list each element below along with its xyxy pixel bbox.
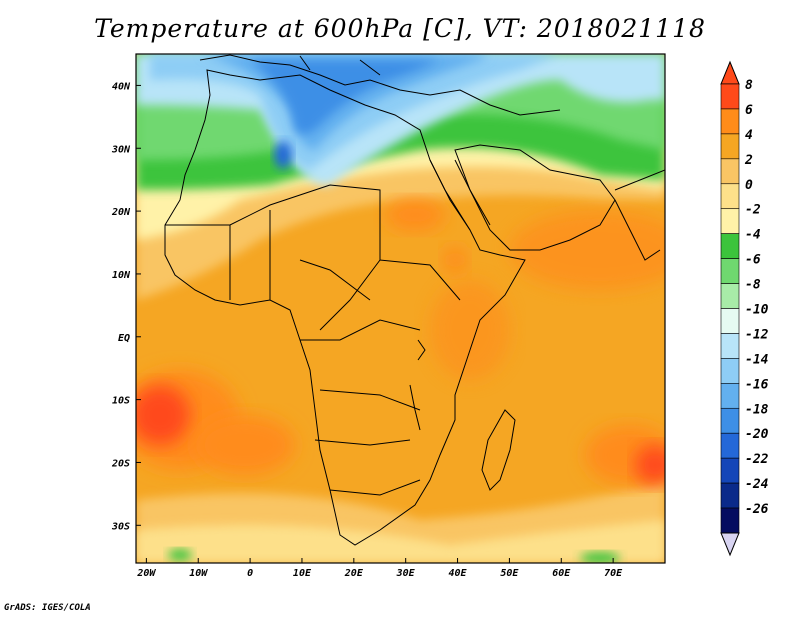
colorbar-segment (720, 158, 740, 185)
colorbar-segment (720, 283, 740, 309)
lon-tick-label: 20W (136, 568, 156, 579)
lon-tick-label: 30E (396, 568, 416, 579)
temperature-field (136, 54, 665, 563)
colorbar-segment (720, 183, 740, 210)
grads-credit: GrADS: IGES/COLA (4, 603, 91, 613)
colorbar-segment (720, 108, 740, 135)
colorbar-segment (720, 358, 740, 384)
colorbar-segment (720, 407, 740, 434)
lakes (409, 339, 426, 431)
colorbar-label: -2 (745, 203, 761, 218)
colorbar-label: -16 (745, 377, 769, 392)
colorbar-segment (720, 233, 740, 259)
colorbar-label: 0 (745, 178, 753, 193)
colorbar-segment (720, 133, 740, 160)
plot-frame (135, 53, 666, 564)
africa-coastline (164, 69, 526, 546)
colorbar-label: 6 (745, 103, 753, 118)
colorbar-segment (720, 383, 740, 409)
longitude-axis: 20W 10W 0 10E 20E 30E 40E 50E 60E 70E (136, 558, 623, 579)
lon-tick-label: 20E (344, 568, 364, 579)
colorbar-label: 8 (745, 78, 753, 93)
colorbar-label: -18 (745, 402, 769, 417)
lat-tick-label: 20N (111, 207, 131, 218)
colorbar-segment (720, 83, 740, 110)
lat-tick-label: 30N (111, 144, 131, 155)
colorbar-label: -14 (745, 352, 769, 367)
lon-tick-label: 60E (552, 568, 571, 579)
lat-tick-label: 30S (111, 521, 130, 532)
colorbar-bottom-arrow (720, 532, 740, 557)
colorbar-label: -20 (745, 427, 769, 442)
colorbar-label: -4 (745, 228, 761, 243)
colorbar-label: -24 (745, 477, 769, 492)
country-borders (165, 184, 461, 496)
colorbar-segment (720, 333, 740, 359)
lon-tick-label: 70E (604, 568, 623, 579)
arabia-coastline (454, 144, 616, 251)
colorbar: 8 6 4 2 0 -2 -4 -6 -8 -10 -12 -14 -16 -18 -20 -22 -24 -26 (720, 60, 769, 557)
lat-tick-label: 10S (112, 396, 130, 407)
lon-tick-label: 0 (247, 568, 253, 579)
lat-tick-label: EQ (118, 333, 130, 344)
madagascar-coastline (481, 409, 516, 491)
colorbar-label: -6 (745, 253, 761, 268)
lon-tick-label: 10W (189, 568, 208, 579)
colorbar-label: -22 (745, 452, 769, 467)
colorbar-segment (720, 457, 740, 484)
colorbar-label: -8 (745, 278, 761, 293)
lon-tick-label: 40E (449, 568, 468, 579)
colorbar-label: -12 (745, 327, 769, 342)
colorbar-segment (720, 482, 740, 509)
colorbar-segment (720, 258, 740, 284)
colorbar-segment (720, 432, 740, 459)
coastlines (164, 54, 665, 546)
latitude-axis: 40N 30N 20N 10N EQ 10S 20S 30S (111, 81, 141, 532)
colorbar-segment (720, 308, 740, 334)
colorbar-label: -26 (745, 502, 769, 517)
lon-tick-label: 50E (500, 568, 519, 579)
europe-coastline (199, 54, 561, 116)
colorbar-segment (720, 507, 740, 534)
lon-tick-label: 10E (293, 568, 312, 579)
map-title: Temperature at 600hPa [C], VT: 201802111… (94, 14, 706, 43)
colorbar-segment (720, 208, 740, 234)
colorbar-top-arrow (720, 60, 740, 85)
lat-tick-label: 10N (112, 270, 131, 281)
colorbar-label: 2 (744, 153, 753, 168)
colorbar-label: 4 (745, 128, 753, 143)
india-coastline (614, 169, 665, 261)
lat-tick-label: 20S (111, 458, 130, 469)
lat-tick-label: 40N (112, 81, 131, 92)
colorbar-label: -10 (745, 303, 769, 318)
